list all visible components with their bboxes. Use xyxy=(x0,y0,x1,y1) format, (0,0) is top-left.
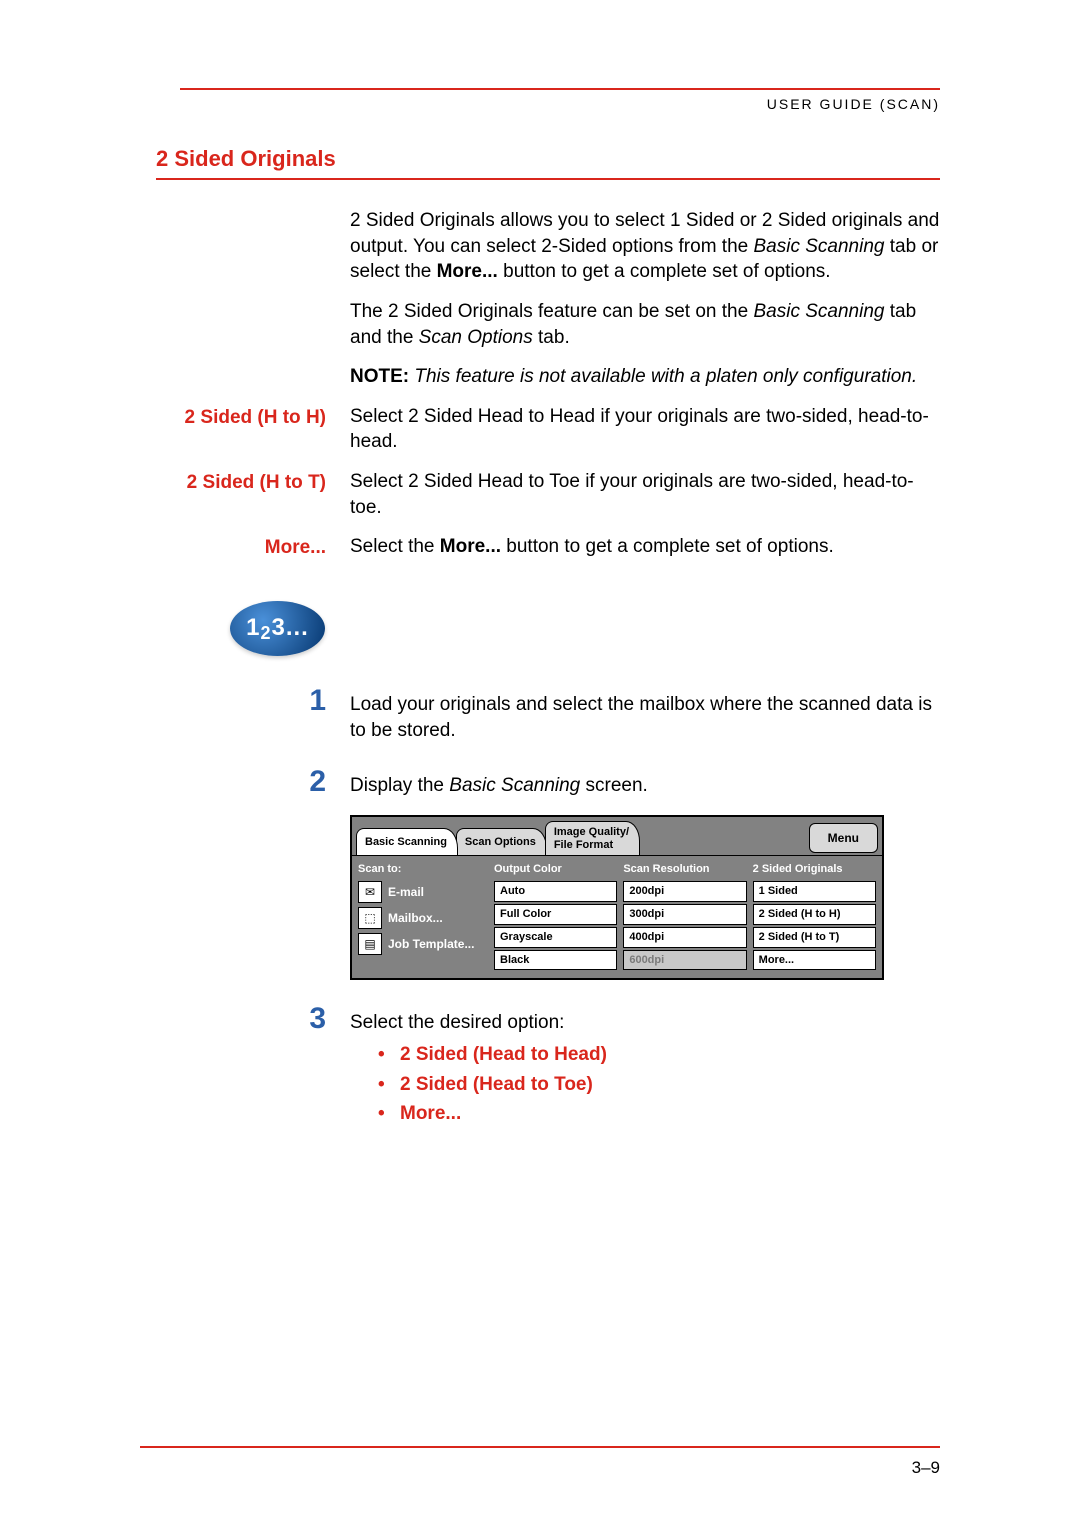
email-icon: ✉ xyxy=(358,881,382,903)
template-icon: ▤ xyxy=(358,933,382,955)
output-color-head: Output Color xyxy=(494,862,617,877)
scan-to-mailbox[interactable]: ⬚ Mailbox... xyxy=(358,907,488,929)
bottom-divider xyxy=(140,1446,940,1448)
note-body: This feature is not available with a pla… xyxy=(409,366,917,387)
step-2-num: 2 xyxy=(180,767,350,980)
header-right: USER GUIDE (SCAN) xyxy=(180,96,940,118)
p2-d: Scan Options xyxy=(419,327,533,348)
menu-button[interactable]: Menu xyxy=(809,823,878,853)
def-term-more: More... xyxy=(180,534,350,561)
scan-to-mailbox-label: Mailbox... xyxy=(388,910,443,926)
bullet-opt-1: 2 Sided (Head to Head) xyxy=(378,1042,940,1068)
tab-bar: Basic Scanning Scan Options Image Qualit… xyxy=(352,817,882,855)
note: NOTE: This feature is not available with… xyxy=(350,364,940,390)
more-c: button to get a complete set of options. xyxy=(501,536,834,557)
def-term-ht: 2 Sided (H to T) xyxy=(180,469,350,520)
intro-paragraph-2: The 2 Sided Originals feature can be set… xyxy=(350,299,940,350)
output-auto[interactable]: Auto xyxy=(494,881,617,902)
p1-b: Basic Scanning xyxy=(754,236,885,257)
step-badge: 123... xyxy=(180,601,940,656)
scan-to-email-label: E-mail xyxy=(388,884,424,900)
p2-a: The 2 Sided Originals feature can be set… xyxy=(350,301,753,322)
s3-lead: Select the desired option: xyxy=(350,1012,564,1033)
top-divider xyxy=(180,88,940,90)
scan-to-template[interactable]: ▤ Job Template... xyxy=(358,933,488,955)
two-hh[interactable]: 2 Sided (H to H) xyxy=(753,904,876,925)
output-black[interactable]: Black xyxy=(494,950,617,971)
two-ht[interactable]: 2 Sided (H to T) xyxy=(753,927,876,948)
output-full-color[interactable]: Full Color xyxy=(494,904,617,925)
more-b: More... xyxy=(440,536,501,557)
step-3-body: Select the desired option: 2 Sided (Head… xyxy=(350,1004,940,1131)
step-3-num: 3 xyxy=(180,1004,350,1131)
tab-image-quality[interactable]: Image Quality/ File Format xyxy=(545,821,640,855)
scan-resolution-head: Scan Resolution xyxy=(623,862,746,877)
def-term-hh: 2 Sided (H to H) xyxy=(180,404,350,455)
step-1-body: Load your originals and select the mailb… xyxy=(350,686,940,743)
note-label: NOTE: xyxy=(350,366,409,387)
res-400[interactable]: 400dpi xyxy=(623,927,746,948)
two-more[interactable]: More... xyxy=(753,950,876,971)
def-body-more: Select the More... button to get a compl… xyxy=(350,534,940,561)
res-200[interactable]: 200dpi xyxy=(623,881,746,902)
bullet-opt-3: More... xyxy=(378,1101,940,1127)
s2-b: Basic Scanning xyxy=(449,775,580,796)
mailbox-icon: ⬚ xyxy=(358,907,382,929)
bullet-opt-2: 2 Sided (Head to Toe) xyxy=(378,1072,940,1098)
p1-d: More... xyxy=(437,261,498,282)
intro-paragraph-1: 2 Sided Originals allows you to select 1… xyxy=(350,208,940,285)
res-600: 600dpi xyxy=(623,950,746,971)
scan-to-template-label: Job Template... xyxy=(388,936,474,952)
section-title: 2 Sided Originals xyxy=(156,146,940,180)
s2-a: Display the xyxy=(350,775,449,796)
scan-to-label: Scan to: xyxy=(358,862,488,877)
tab-scan-options[interactable]: Scan Options xyxy=(456,828,547,855)
res-300[interactable]: 300dpi xyxy=(623,904,746,925)
more-a: Select the xyxy=(350,536,440,557)
step-1-num: 1 xyxy=(180,686,350,743)
def-body-hh: Select 2 Sided Head to Head if your orig… xyxy=(350,404,940,455)
tab-basic-scanning[interactable]: Basic Scanning xyxy=(356,828,458,855)
two-sided-head: 2 Sided Originals xyxy=(753,862,876,877)
p1-e: button to get a complete set of options. xyxy=(498,261,831,282)
p2-b: Basic Scanning xyxy=(753,301,884,322)
ui-panel: Basic Scanning Scan Options Image Qualit… xyxy=(350,815,884,981)
step-2-body: Display the Basic Scanning screen. Basic… xyxy=(350,767,940,980)
two-1sided[interactable]: 1 Sided xyxy=(753,881,876,902)
def-body-ht: Select 2 Sided Head to Toe if your origi… xyxy=(350,469,940,520)
page-number: 3–9 xyxy=(912,1458,940,1478)
p2-e: tab. xyxy=(533,327,570,348)
scan-to-email[interactable]: ✉ E-mail xyxy=(358,881,488,903)
output-grayscale[interactable]: Grayscale xyxy=(494,927,617,948)
s2-c: screen. xyxy=(580,775,648,796)
header-right-label: USER GUIDE (SCAN) xyxy=(767,96,940,112)
